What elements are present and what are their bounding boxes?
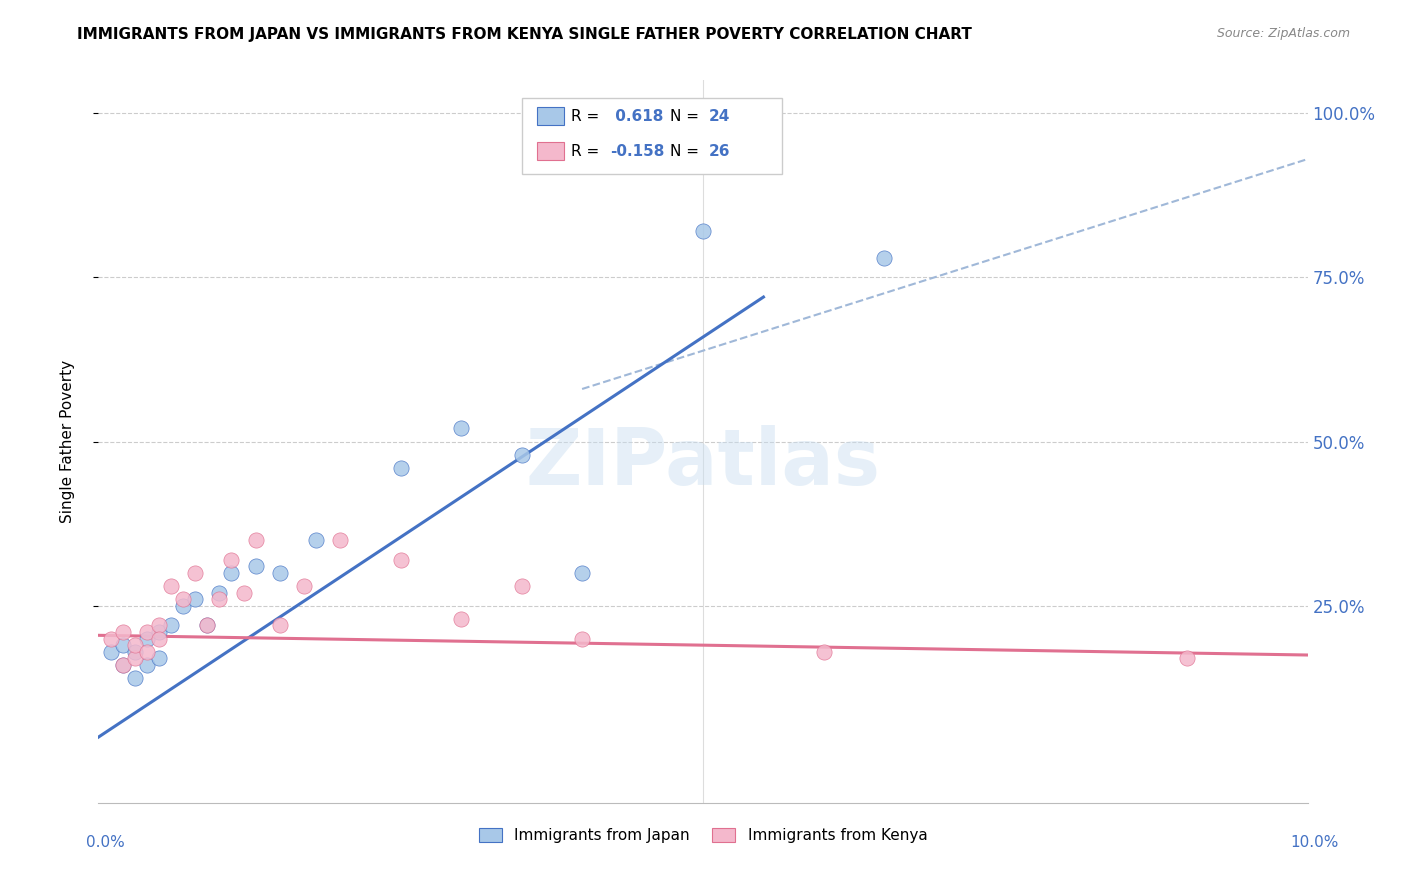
Point: [269, 566, 291, 580]
Point: [124, 651, 146, 665]
Point: [172, 599, 194, 613]
Point: [111, 638, 134, 652]
Text: 0.618: 0.618: [610, 109, 664, 124]
Point: [184, 566, 207, 580]
Point: [208, 592, 231, 607]
Point: [1175, 651, 1198, 665]
Point: [450, 612, 472, 626]
Text: N =: N =: [671, 109, 699, 124]
Point: [124, 671, 146, 685]
Point: [160, 618, 183, 632]
Point: [389, 553, 412, 567]
Text: R =: R =: [571, 144, 599, 159]
Point: [221, 553, 243, 567]
Point: [111, 657, 134, 672]
Point: [135, 632, 157, 646]
FancyBboxPatch shape: [522, 98, 782, 174]
Point: [571, 566, 593, 580]
Point: [232, 585, 254, 599]
Y-axis label: Single Father Poverty: Single Father Poverty: [60, 360, 75, 523]
Text: ZIPatlas: ZIPatlas: [526, 425, 880, 501]
Text: 0.0%: 0.0%: [86, 836, 125, 850]
Point: [111, 657, 134, 672]
Point: [450, 421, 472, 435]
Text: 10.0%: 10.0%: [1291, 836, 1339, 850]
Point: [135, 645, 157, 659]
Point: [208, 585, 231, 599]
Point: [221, 566, 243, 580]
Point: [184, 592, 207, 607]
Point: [111, 625, 134, 640]
Point: [692, 224, 714, 238]
Point: [100, 632, 122, 646]
Point: [329, 533, 352, 547]
Text: IMMIGRANTS FROM JAPAN VS IMMIGRANTS FROM KENYA SINGLE FATHER POVERTY CORRELATION: IMMIGRANTS FROM JAPAN VS IMMIGRANTS FROM…: [77, 27, 972, 42]
Legend: Immigrants from Japan, Immigrants from Kenya: Immigrants from Japan, Immigrants from K…: [472, 822, 934, 849]
Text: 24: 24: [709, 109, 731, 124]
Text: 26: 26: [709, 144, 731, 159]
Point: [195, 618, 218, 632]
Point: [124, 638, 146, 652]
FancyBboxPatch shape: [537, 107, 564, 125]
Point: [172, 592, 194, 607]
Point: [571, 632, 593, 646]
Point: [873, 251, 896, 265]
Point: [135, 657, 157, 672]
Point: [148, 618, 170, 632]
Point: [124, 645, 146, 659]
Point: [292, 579, 315, 593]
Point: [195, 618, 218, 632]
Point: [148, 625, 170, 640]
Text: N =: N =: [671, 144, 699, 159]
Point: [148, 651, 170, 665]
Point: [813, 645, 835, 659]
Point: [160, 579, 183, 593]
Text: -0.158: -0.158: [610, 144, 664, 159]
Point: [100, 645, 122, 659]
Point: [245, 533, 267, 547]
Point: [269, 618, 291, 632]
Point: [510, 448, 533, 462]
Point: [148, 632, 170, 646]
Point: [510, 579, 533, 593]
Point: [135, 625, 157, 640]
FancyBboxPatch shape: [537, 142, 564, 160]
Point: [305, 533, 328, 547]
Text: R =: R =: [571, 109, 599, 124]
Point: [245, 559, 267, 574]
Point: [389, 460, 412, 475]
Text: Source: ZipAtlas.com: Source: ZipAtlas.com: [1216, 27, 1350, 40]
